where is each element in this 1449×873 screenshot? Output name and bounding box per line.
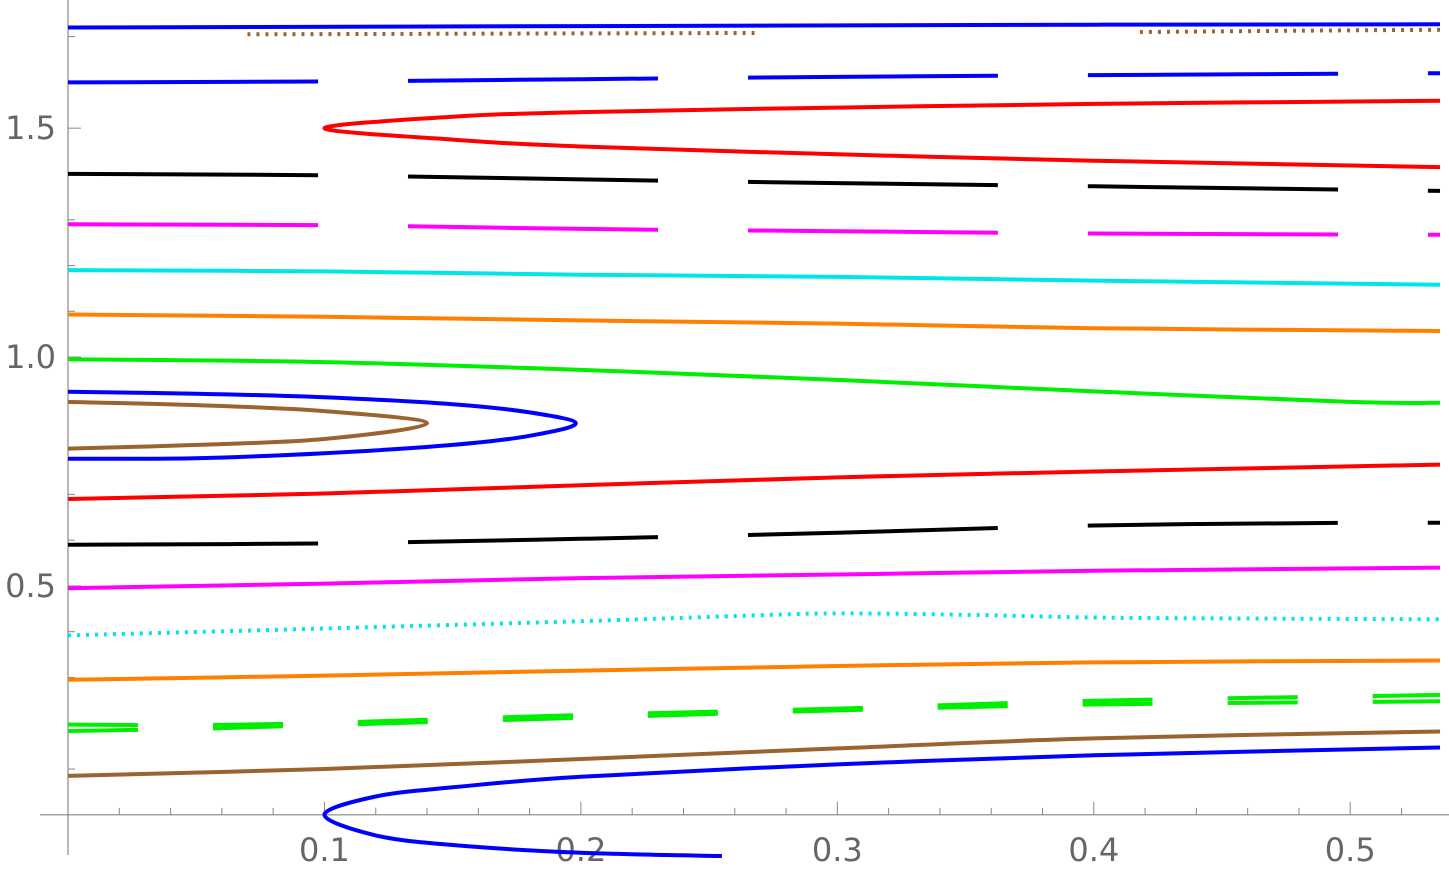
series-line-18 <box>67 71 1441 85</box>
y-tick-label: 0.5 <box>5 567 56 605</box>
series-line-21 <box>67 22 1441 30</box>
series-line-20 <box>1139 27 1441 34</box>
curves <box>67 22 1441 858</box>
x-tick-label: 0.3 <box>812 831 863 869</box>
axes: 0.1 0.2 0.3 0.4 0.5 0.5 1.0 1.5 <box>5 0 1449 869</box>
series-line-4 <box>67 699 1441 733</box>
x-tick-label: 0.5 <box>1325 831 1376 869</box>
series-line-13 <box>67 312 1441 333</box>
y-tick-label: 1.5 <box>5 109 56 147</box>
series-line-17 <box>322 98 1441 170</box>
series-line-15 <box>67 222 1441 237</box>
series-line-7 <box>67 565 1441 591</box>
series-line-9 <box>67 462 1441 501</box>
series-line-16 <box>67 171 1441 193</box>
x-tick-label: 0.4 <box>1068 831 1119 869</box>
series-line-3 <box>67 692 1441 728</box>
series-line-11 <box>67 399 429 451</box>
series-line-8 <box>67 520 1441 547</box>
series-line-5 <box>67 658 1441 682</box>
x-tick-label: 0.1 <box>299 831 350 869</box>
series-line-14 <box>67 268 1441 287</box>
series-line-1 <box>322 745 1441 858</box>
series-line-6 <box>67 611 1441 638</box>
y-tick-label: 1.0 <box>5 338 56 376</box>
series-line-19 <box>247 31 761 37</box>
series-line-10 <box>67 389 578 461</box>
x-tick-label: 0.2 <box>555 831 606 869</box>
series-line-12 <box>67 357 1441 406</box>
series-line-2 <box>67 729 1441 778</box>
